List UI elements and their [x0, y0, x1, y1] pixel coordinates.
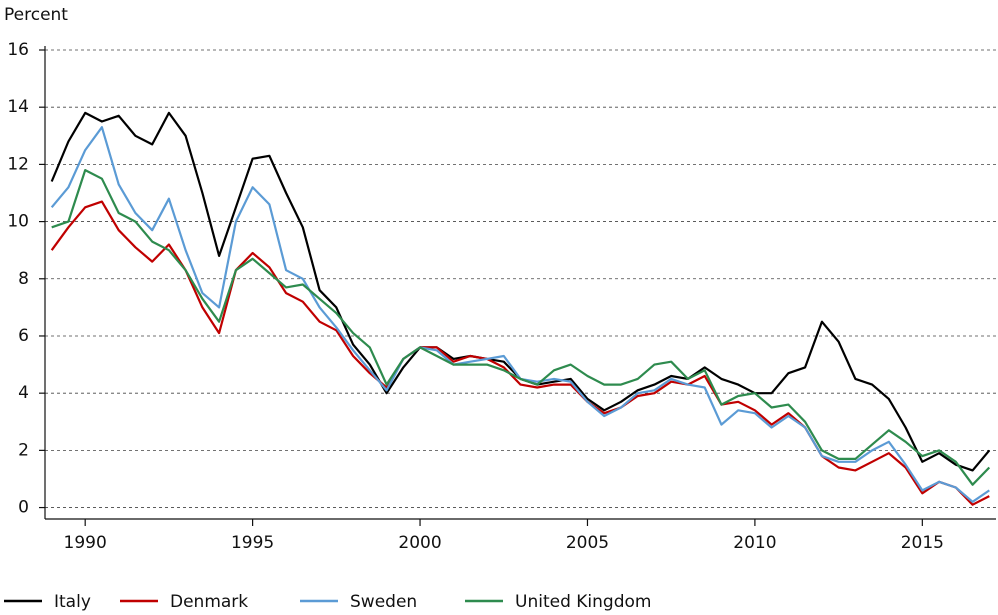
- x-tick-label: 1990: [64, 533, 107, 553]
- series-line: [51, 169, 991, 486]
- legend-label: United Kingdom: [515, 592, 651, 612]
- x-tick-label: 2000: [398, 533, 441, 553]
- y-tick-label: 14: [7, 97, 29, 117]
- y-tick-label: 0: [18, 498, 29, 518]
- y-axis-label: Percent: [4, 5, 68, 25]
- series-line: [50, 111, 991, 472]
- x-tick-label: 2015: [901, 533, 944, 553]
- y-tick-label: 10: [7, 212, 29, 232]
- y-tick-label: 4: [18, 383, 29, 403]
- y-tick-label: 12: [7, 154, 29, 174]
- x-tick-label: 2005: [566, 533, 609, 553]
- y-tick-label: 6: [18, 326, 29, 346]
- series-line: [50, 126, 990, 503]
- y-tick-label: 2: [18, 440, 29, 460]
- legend-label: Italy: [54, 592, 91, 612]
- x-tick-label: 2010: [733, 533, 776, 553]
- legend-label: Denmark: [170, 592, 248, 612]
- series-line: [50, 200, 990, 506]
- legend-label: Sweden: [350, 592, 417, 612]
- y-tick-label: 8: [18, 269, 29, 289]
- y-tick-label: 16: [7, 40, 29, 60]
- x-tick-label: 1995: [231, 533, 274, 553]
